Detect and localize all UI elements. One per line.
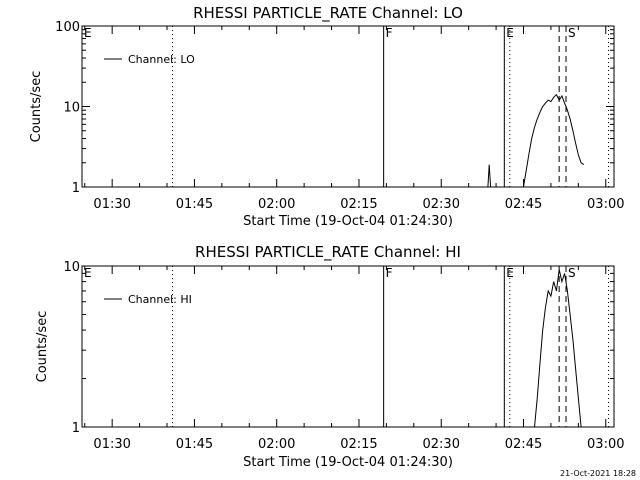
lo-event-marker-label: E xyxy=(84,26,92,40)
lo-event-marker-label: F xyxy=(386,26,393,40)
lo-xtick-label: 02:45 xyxy=(505,197,542,212)
lo-xtick-label: 02:30 xyxy=(423,197,460,212)
hi-xtick-label: 02:30 xyxy=(423,437,460,452)
lo-xtick-label: 01:45 xyxy=(176,197,213,212)
hi-event-marker-label: F xyxy=(386,266,393,280)
lo-legend-label: Channel: LO xyxy=(128,53,195,66)
lo-ytick-label: 1 xyxy=(72,181,80,196)
hi-event-marker-label: E xyxy=(506,266,514,280)
lo-xtick-label: 02:15 xyxy=(340,197,377,212)
lo-series-line xyxy=(487,93,585,188)
hi-xtick-label: 01:30 xyxy=(93,437,130,452)
hi-xtick-label: 03:00 xyxy=(587,437,624,452)
lo-xtick-label: 02:00 xyxy=(258,197,295,212)
lo-event-marker-label: S xyxy=(568,26,576,40)
hi-chart-title: RHESSI PARTICLE_RATE Channel: HI xyxy=(195,243,461,262)
lo-plot-frame xyxy=(81,25,615,188)
hi-xtick-label: 02:45 xyxy=(505,437,542,452)
hi-legend-label: Channel: HI xyxy=(128,293,192,306)
hi-event-marker-label: S xyxy=(568,266,576,280)
lo-channel-panel: RHESSI PARTICLE_RATE Channel: LO 1 10 100 01… xyxy=(29,4,625,229)
hi-channel-panel: RHESSI PARTICLE_RATE Channel: HI 1 10 01:30… xyxy=(35,243,625,470)
lo-y-axis-label: Counts/sec xyxy=(29,71,44,143)
hi-xtick-label: 02:00 xyxy=(258,437,295,452)
hi-ytick-label: 10 xyxy=(63,260,80,275)
hi-xtick-label: 01:45 xyxy=(176,437,213,452)
hi-xtick-label: 02:15 xyxy=(340,437,377,452)
hi-x-axis-label: Start Time (19-Oct-04 01:24:30) xyxy=(243,455,453,470)
hi-ytick-label: 1 xyxy=(72,421,80,436)
lo-chart-title: RHESSI PARTICLE_RATE Channel: LO xyxy=(193,4,463,23)
lo-ytick-label: 10 xyxy=(63,101,80,116)
lo-event-marker-label: E xyxy=(506,26,514,40)
hi-y-axis-label: Counts/sec xyxy=(35,311,50,383)
lo-xtick-label: 01:30 xyxy=(93,197,130,212)
hi-event-marker-label: E xyxy=(84,266,92,280)
hi-series-line xyxy=(534,269,582,428)
footer-timestamp: 21-Oct-2021 18:28 xyxy=(560,469,636,478)
lo-x-axis-label: Start Time (19-Oct-04 01:24:30) xyxy=(243,214,453,229)
hi-plot-frame xyxy=(81,265,615,428)
lo-xtick-label: 03:00 xyxy=(587,197,624,212)
lo-ytick-label: 100 xyxy=(55,20,80,35)
